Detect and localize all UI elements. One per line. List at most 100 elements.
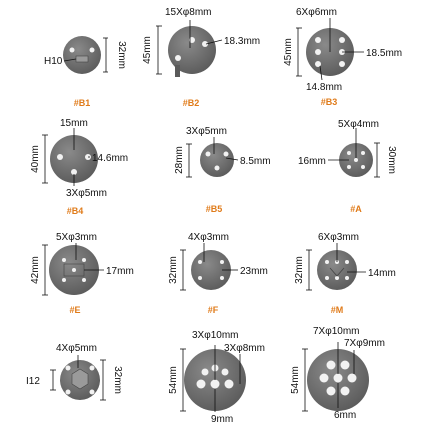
model-code: #B4 xyxy=(67,206,84,216)
hole xyxy=(326,386,336,396)
hole xyxy=(65,365,71,371)
item-p: 7Xφ10mm 7Xφ9mm 54mm 6mm xyxy=(290,326,385,421)
label-spacing-top: 15mm xyxy=(60,118,88,129)
hole xyxy=(198,276,202,280)
hole xyxy=(339,37,345,43)
label-spacing: 6mm xyxy=(334,410,356,421)
disc-b2 xyxy=(168,26,216,74)
hole xyxy=(339,61,345,67)
label-holes: 6Xφ6mm xyxy=(296,7,337,18)
label-diameter: 32mm xyxy=(168,256,179,284)
model-code: #B5 xyxy=(206,204,223,214)
label-holes: 3Xφ5mm xyxy=(186,126,227,137)
hole xyxy=(220,260,224,264)
model-code: #B3 xyxy=(321,97,338,107)
hole xyxy=(62,258,66,262)
hole xyxy=(82,258,86,262)
hole xyxy=(223,151,229,157)
hole xyxy=(345,276,349,280)
hole xyxy=(196,379,206,389)
label-diameter: 32mm xyxy=(116,41,127,69)
item-b1: H10 32mm #B1 xyxy=(44,36,127,108)
label-holes: 5Xφ4mm xyxy=(338,119,379,130)
label-diameter: 32mm xyxy=(294,256,305,284)
hole xyxy=(220,276,224,280)
label-diameter: 40mm xyxy=(30,145,41,173)
label-hex: I12 xyxy=(26,376,40,387)
hole xyxy=(315,49,321,55)
label-spacing: 23mm xyxy=(240,266,268,277)
label-diameter: 30mm xyxy=(386,146,397,174)
item-f: 4Xφ3mm 32mm 23mm #F xyxy=(168,232,268,315)
hole xyxy=(347,165,351,169)
disc-b1 xyxy=(63,36,101,74)
item-e: 5Xφ3mm 42mm 17mm #E xyxy=(30,232,134,315)
hole xyxy=(354,158,358,162)
center-slot xyxy=(75,55,89,63)
label-holes: 4Xφ3mm xyxy=(188,232,229,243)
model-code: #E xyxy=(69,305,80,315)
hole xyxy=(361,151,365,155)
label-spacing: 18.3mm xyxy=(224,36,260,47)
hex-slot xyxy=(71,368,89,390)
label-diameter: 45mm xyxy=(283,38,294,66)
label-spacing-h: 18.5mm xyxy=(366,48,402,59)
label-spacing-side: 14.6mm xyxy=(92,153,128,164)
label-holes-small: 3Xφ8mm xyxy=(224,343,265,354)
hole xyxy=(347,373,357,383)
hole xyxy=(89,365,95,371)
label-spacing: 8.5mm xyxy=(240,156,271,167)
hole xyxy=(315,61,321,67)
label-diameter: 42mm xyxy=(30,256,41,284)
label-holes: 15Xφ8mm xyxy=(165,7,212,18)
hole xyxy=(210,379,220,389)
item-a: 5Xφ4mm 16mm 30mm #A xyxy=(298,119,397,214)
hole xyxy=(89,389,95,395)
label-spacing: 9mm xyxy=(211,414,233,425)
label-h10: H10 xyxy=(44,56,63,67)
stem xyxy=(175,65,180,77)
item-b2: 15Xφ8mm 45mm 18.3mm #B2 xyxy=(142,7,260,108)
hole xyxy=(315,37,321,43)
hole xyxy=(65,389,71,395)
hole xyxy=(326,360,336,370)
label-spacing-v: 14.8mm xyxy=(306,82,342,93)
label-spacing: 16mm xyxy=(298,156,326,167)
hole xyxy=(198,260,202,264)
hole xyxy=(224,379,234,389)
hole xyxy=(340,386,350,396)
disc-f xyxy=(191,250,231,290)
hole xyxy=(345,260,349,264)
hole xyxy=(325,276,329,280)
item-b4: 15mm 40mm 14.6mm 3Xφ5mm #B4 xyxy=(30,118,128,216)
hole xyxy=(82,278,86,282)
model-code: #M xyxy=(331,305,344,315)
item-m: 6Xφ3mm 32mm 14mm #M xyxy=(294,232,396,315)
disc-b5 xyxy=(200,143,234,177)
label-diameter: 28mm xyxy=(174,146,185,174)
hole xyxy=(71,169,77,175)
item-b5: 3Xφ5mm 28mm 8.5mm #B5 xyxy=(174,126,271,214)
disc-b4 xyxy=(50,135,98,183)
item-n: 4Xφ5mm I12 32mm xyxy=(26,343,123,401)
model-code: #A xyxy=(350,204,362,214)
hole xyxy=(214,165,220,171)
model-code: #B2 xyxy=(183,98,200,108)
hole xyxy=(205,151,211,157)
label-holes: 6Xφ3mm xyxy=(318,232,359,243)
label-holes: 3Xφ5mm xyxy=(66,188,107,199)
hole xyxy=(333,373,343,383)
item-o: 3Xφ10mm 3Xφ8mm 54mm 9mm xyxy=(168,330,265,425)
model-code: #F xyxy=(208,305,219,315)
label-diameter: 54mm xyxy=(290,366,301,394)
hole xyxy=(201,368,209,376)
hole xyxy=(89,47,95,53)
model-code: #B1 xyxy=(74,98,91,108)
hole xyxy=(175,55,181,61)
hole xyxy=(72,268,76,272)
hole xyxy=(221,368,229,376)
label-holes-large: 7Xφ10mm xyxy=(313,326,360,337)
label-holes: 4Xφ5mm xyxy=(56,343,97,354)
label-holes-large: 3Xφ10mm xyxy=(192,330,239,341)
